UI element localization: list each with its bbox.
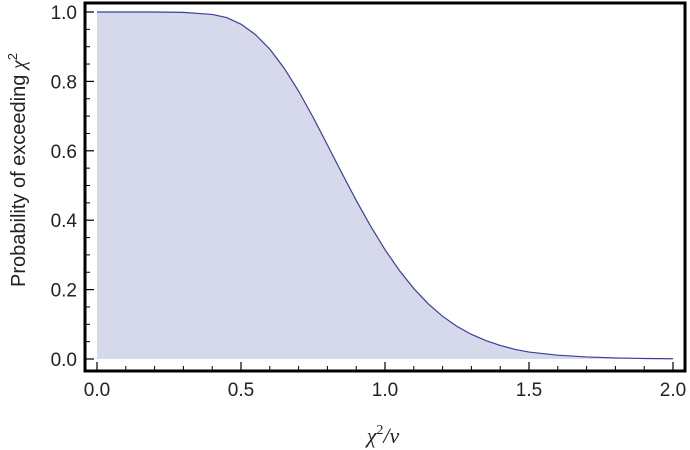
y-tick-label: 0.0 bbox=[51, 350, 77, 371]
y-axis-ticks: 0.0 0.2 0.4 0.6 0.8 1.0 bbox=[51, 3, 94, 371]
area-fill bbox=[97, 12, 673, 359]
y-tick-label: 0.8 bbox=[51, 72, 77, 93]
x-axis-ticks: 0.0 0.5 1.0 1.5 2.0 bbox=[84, 362, 686, 401]
y-tick-label: 0.6 bbox=[51, 142, 77, 163]
series-line bbox=[97, 11, 674, 360]
y-axis-title: Probability of exceeding χ2 bbox=[5, 53, 30, 287]
x-tick-label: 0.5 bbox=[228, 380, 254, 401]
x-tick-label: 2.0 bbox=[660, 380, 686, 401]
y-tick-label: 1.0 bbox=[51, 3, 77, 24]
y-tick-label: 0.2 bbox=[51, 281, 77, 302]
x-tick-label: 1.5 bbox=[516, 380, 542, 401]
x-tick-label: 1.0 bbox=[372, 380, 398, 401]
x-axis-title: χ2/ν bbox=[365, 423, 400, 448]
y-tick-label: 0.4 bbox=[51, 211, 78, 232]
x-tick-label: 0.0 bbox=[84, 380, 110, 401]
